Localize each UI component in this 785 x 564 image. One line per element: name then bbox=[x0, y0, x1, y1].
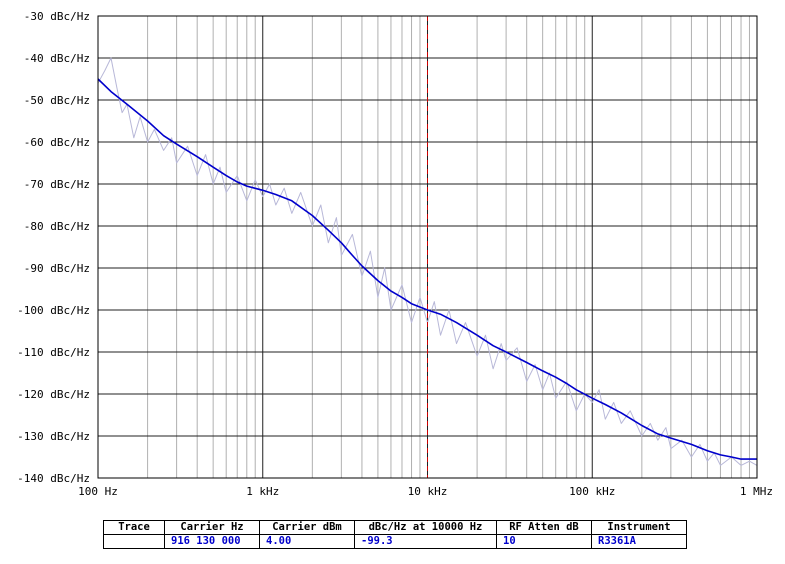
info-header-row: Trace Carrier Hz Carrier dBm dBc/Hz at 1… bbox=[103, 520, 687, 535]
value-instrument: R3361A bbox=[591, 534, 687, 549]
x-tick-label: 1 kHz bbox=[246, 485, 279, 498]
y-tick-label: -30 dBc/Hz bbox=[24, 10, 90, 23]
value-carrier-hz: 916 130 000 bbox=[164, 534, 260, 549]
series-layer bbox=[97, 57, 758, 466]
value-rf-atten: 10 bbox=[496, 534, 592, 549]
x-axis-labels: 100 Hz 1 kHz 10 kHz 100 kHz 1 MHz bbox=[78, 485, 773, 498]
smoothed-trace bbox=[97, 78, 757, 460]
x-tick-label: 1 MHz bbox=[740, 485, 773, 498]
header-carrier-dbm: Carrier dBm bbox=[259, 520, 355, 535]
header-rf-atten: RF Atten dB bbox=[496, 520, 592, 535]
measurement-info-table: Trace Carrier Hz Carrier dBm dBc/Hz at 1… bbox=[103, 520, 687, 549]
minor-gridlines bbox=[147, 16, 750, 478]
value-dbc-at-offset: -99.3 bbox=[354, 534, 497, 549]
y-tick-label: -50 dBc/Hz bbox=[24, 94, 90, 107]
y-tick-label: -130 dBc/Hz bbox=[17, 430, 90, 443]
y-tick-label: -80 dBc/Hz bbox=[24, 220, 90, 233]
phase-noise-chart: -30 dBc/Hz -40 dBc/Hz -50 dBc/Hz -60 dBc/Hz… bbox=[17, 10, 773, 498]
header-instrument: Instrument bbox=[591, 520, 687, 535]
y-tick-label: -40 dBc/Hz bbox=[24, 52, 90, 65]
header-carrier-hz: Carrier Hz bbox=[164, 520, 260, 535]
y-tick-label: -110 dBc/Hz bbox=[17, 346, 90, 359]
y-tick-label: -140 dBc/Hz bbox=[17, 472, 90, 485]
raw-trace bbox=[97, 57, 758, 466]
y-tick-label: -70 dBc/Hz bbox=[24, 178, 90, 191]
value-trace bbox=[103, 534, 165, 549]
value-carrier-dbm: 4.00 bbox=[259, 534, 355, 549]
y-tick-label: -120 dBc/Hz bbox=[17, 388, 90, 401]
y-axis-labels: -30 dBc/Hz -40 dBc/Hz -50 dBc/Hz -60 dBc/Hz… bbox=[17, 10, 90, 485]
y-tick-label: -100 dBc/Hz bbox=[17, 304, 90, 317]
y-tick-label: -60 dBc/Hz bbox=[24, 136, 90, 149]
x-tick-label: 100 kHz bbox=[569, 485, 615, 498]
plot-frame bbox=[97, 15, 758, 479]
x-tick-label: 10 kHz bbox=[408, 485, 448, 498]
header-trace: Trace bbox=[103, 520, 165, 535]
header-dbc-at-offset: dBc/Hz at 10000 Hz bbox=[354, 520, 497, 535]
info-value-row: 916 130 000 4.00 -99.3 10 R3361A bbox=[103, 534, 687, 549]
y-tick-label: -90 dBc/Hz bbox=[24, 262, 90, 275]
x-tick-label: 100 Hz bbox=[78, 485, 118, 498]
